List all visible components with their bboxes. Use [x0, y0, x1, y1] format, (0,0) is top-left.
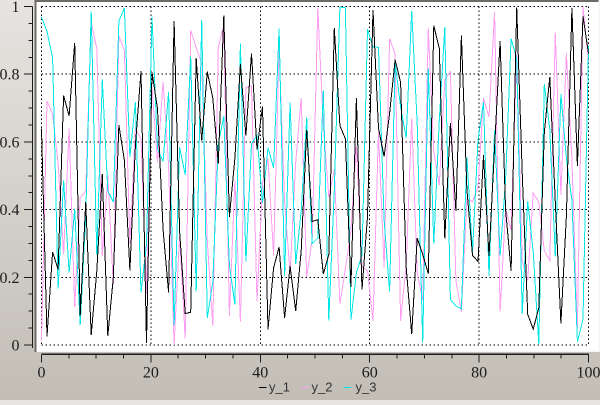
svg-text:y_1: y_1 — [269, 380, 290, 395]
svg-text:0: 0 — [38, 365, 46, 382]
svg-text:0.4: 0.4 — [0, 202, 20, 219]
svg-text:0.2: 0.2 — [0, 270, 20, 287]
svg-text:y_3: y_3 — [356, 380, 377, 395]
svg-text:80: 80 — [471, 365, 487, 382]
svg-text:100: 100 — [577, 365, 600, 382]
svg-text:20: 20 — [143, 365, 159, 382]
svg-text:0: 0 — [12, 338, 20, 355]
svg-text:1: 1 — [12, 0, 20, 16]
svg-text:0.8: 0.8 — [0, 67, 20, 84]
svg-text:y_2: y_2 — [312, 380, 333, 395]
svg-text:0.6: 0.6 — [0, 134, 20, 151]
svg-text:40: 40 — [252, 365, 268, 382]
